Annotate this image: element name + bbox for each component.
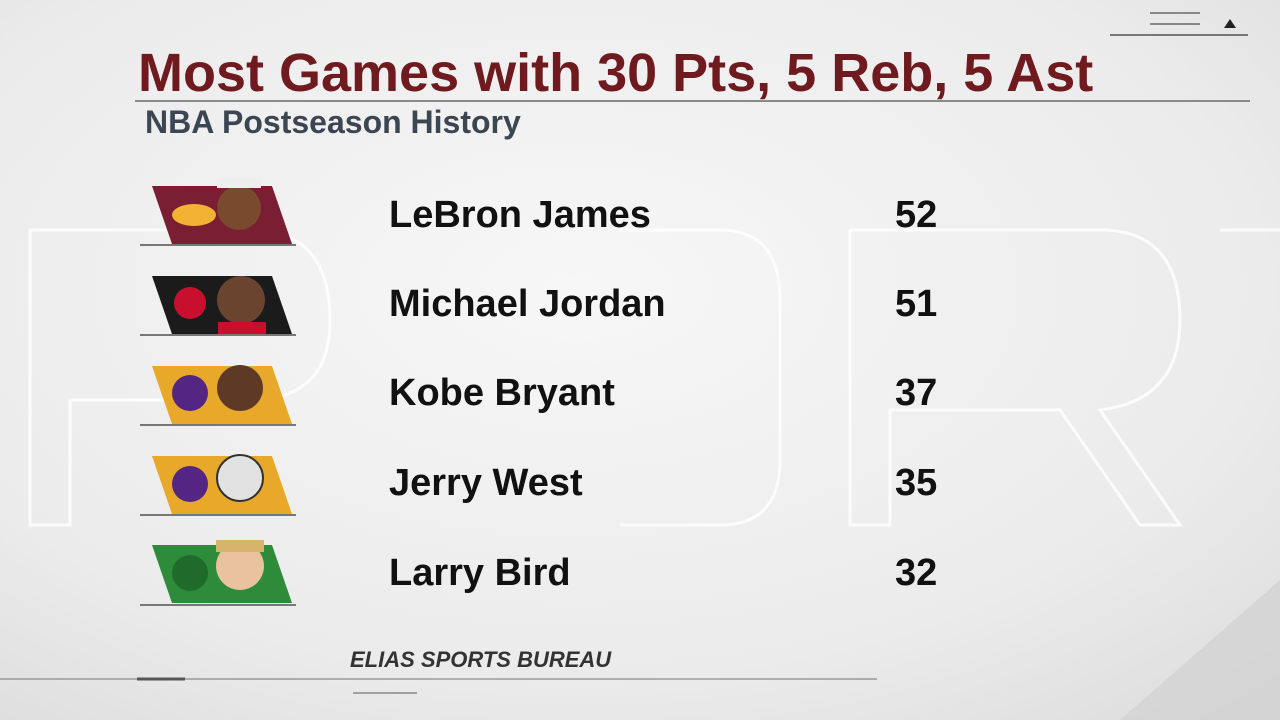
player-name: Jerry West	[389, 462, 583, 504]
corner-shade	[1120, 580, 1280, 720]
top-icons	[1110, 12, 1248, 36]
player-badge	[140, 178, 296, 246]
footer-rules	[0, 677, 877, 694]
player-name: Kobe Bryant	[389, 372, 615, 414]
player-name: Larry Bird	[389, 552, 571, 594]
games-count: 32	[895, 552, 937, 594]
source: ELIAS SPORTS BUREAU	[350, 647, 612, 672]
player-badge	[140, 540, 296, 606]
player-badge	[140, 454, 296, 516]
games-count: 51	[895, 283, 937, 325]
player-name: LeBron James	[389, 194, 651, 236]
games-count: 52	[895, 194, 937, 236]
title: Most Games with 30 Pts, 5 Reb, 5 Ast	[138, 43, 1093, 103]
player-name: Michael Jordan	[389, 283, 666, 325]
subtitle: NBA Postseason History	[145, 104, 521, 140]
player-badge	[140, 276, 296, 336]
games-count: 37	[895, 372, 937, 414]
games-count: 35	[895, 462, 937, 504]
player-badge	[140, 365, 296, 426]
